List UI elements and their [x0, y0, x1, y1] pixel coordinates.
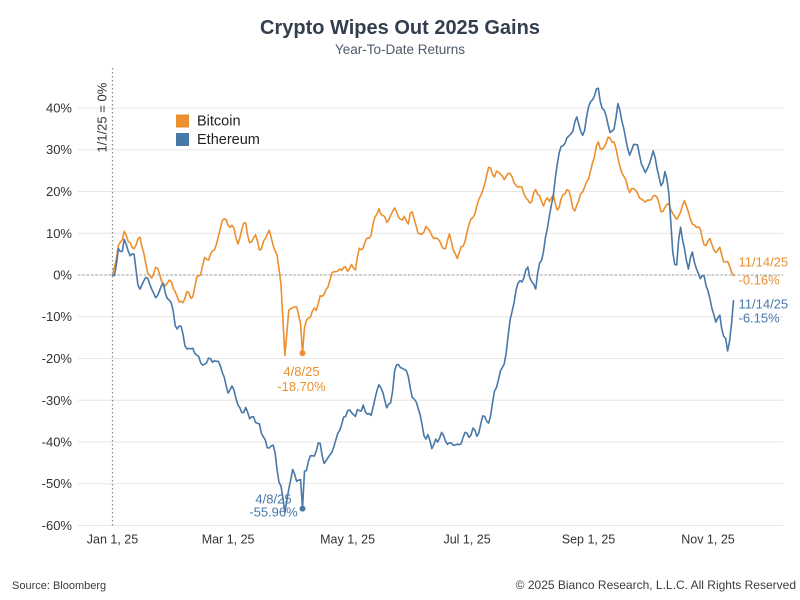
svg-text:Nov 1, 25: Nov 1, 25: [681, 533, 735, 547]
svg-text:May 1, 25: May 1, 25: [320, 533, 375, 547]
svg-text:11/14/25: 11/14/25: [739, 255, 789, 270]
svg-text:-40%: -40%: [42, 435, 73, 450]
svg-text:-0.16%: -0.16%: [739, 273, 781, 288]
svg-text:Jul 1, 25: Jul 1, 25: [443, 533, 490, 547]
svg-text:-50%: -50%: [42, 476, 73, 491]
svg-text:11/14/25: 11/14/25: [739, 297, 789, 312]
svg-text:30%: 30%: [46, 142, 72, 157]
svg-text:-55.96%: -55.96%: [249, 505, 298, 520]
svg-text:-60%: -60%: [42, 518, 73, 533]
svg-text:-6.15%: -6.15%: [739, 311, 781, 326]
svg-text:4/8/25: 4/8/25: [283, 364, 319, 379]
svg-text:-20%: -20%: [42, 351, 73, 366]
svg-text:0%: 0%: [53, 268, 72, 283]
svg-text:-18.70%: -18.70%: [277, 379, 326, 394]
svg-text:1/1/25 = 0%: 1/1/25 = 0%: [95, 82, 110, 152]
svg-text:20%: 20%: [46, 184, 72, 199]
svg-text:Bitcoin: Bitcoin: [197, 114, 241, 130]
svg-text:10%: 10%: [46, 226, 72, 241]
svg-text:40%: 40%: [46, 101, 72, 116]
svg-text:Sep 1, 25: Sep 1, 25: [562, 533, 616, 547]
svg-text:-30%: -30%: [42, 393, 73, 408]
svg-text:Ethereum: Ethereum: [197, 132, 260, 148]
svg-text:Mar 1, 25: Mar 1, 25: [202, 533, 255, 547]
svg-text:Jan 1, 25: Jan 1, 25: [87, 533, 138, 547]
svg-text:-10%: -10%: [42, 309, 73, 324]
